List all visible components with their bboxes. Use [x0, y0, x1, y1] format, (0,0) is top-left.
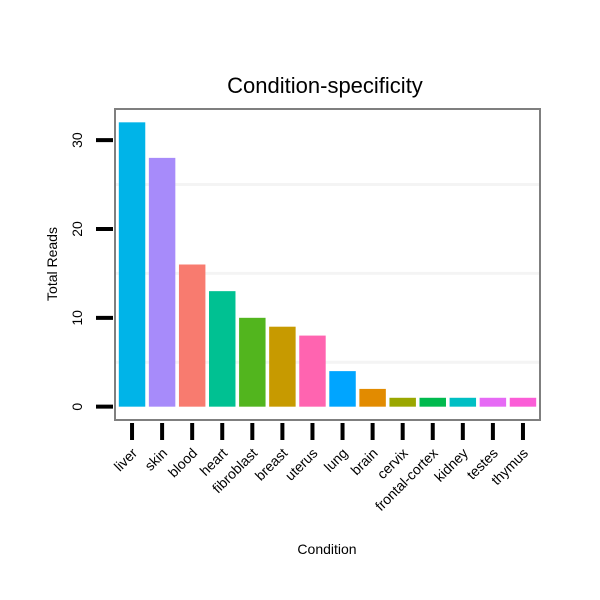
bar-heart — [209, 291, 236, 407]
y-axis: 0 10 20 30 — [69, 132, 113, 411]
x-tick-label: kidney — [431, 445, 471, 485]
bar-skin — [148, 157, 176, 407]
x-tick-label: uterus — [282, 445, 321, 484]
bars — [118, 122, 537, 407]
y-tick-label: 10 — [69, 310, 85, 326]
bar-lung — [329, 371, 356, 407]
x-axis: liver skinbloodheartfibroblastbreastuteru… — [111, 423, 531, 514]
bar-thymus — [509, 397, 537, 407]
bar-breast — [269, 326, 296, 407]
bar-blood — [178, 264, 206, 407]
plot-panel — [114, 108, 541, 421]
x-tick-label: lung — [321, 445, 351, 475]
chart-title: Condition-specificity — [227, 73, 423, 98]
y-tick-label: 0 — [69, 403, 85, 411]
bar-fibroblast — [239, 317, 266, 407]
bar-liver — [118, 122, 146, 407]
bar-kidney — [449, 397, 477, 407]
y-axis-label: Total Reads — [44, 227, 60, 301]
y-tick-label: 30 — [69, 132, 85, 148]
bar-uterus — [299, 335, 326, 407]
x-axis-label: Condition — [297, 541, 356, 557]
bar-testes — [479, 397, 507, 407]
bar-cervix — [389, 397, 416, 407]
x-tick-label: blood — [165, 445, 201, 481]
bar-frontal-cortex — [419, 397, 446, 407]
x-tick-label: liver — [111, 445, 141, 475]
x-tick-label: breast — [252, 445, 291, 484]
y-tick-label: 20 — [69, 221, 85, 237]
bar-brain — [359, 388, 386, 407]
